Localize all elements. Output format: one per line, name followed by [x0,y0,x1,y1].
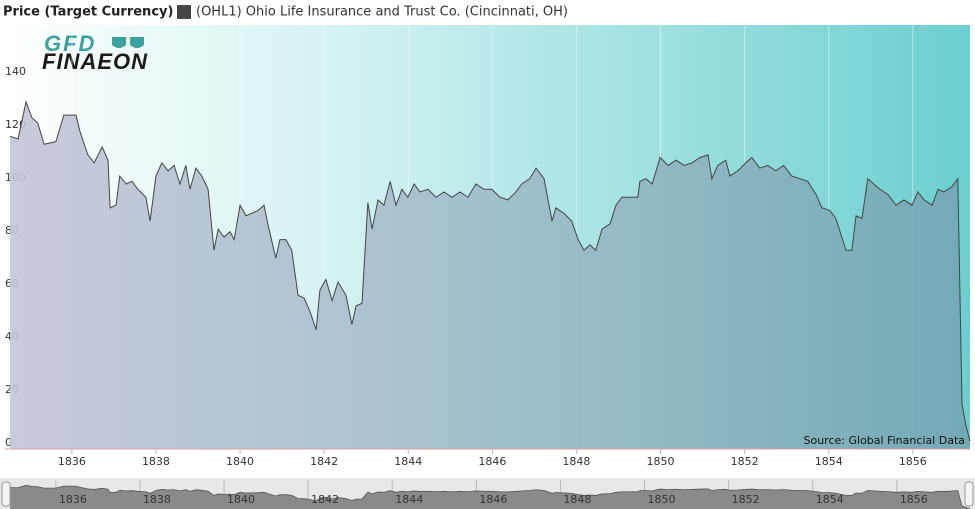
navigator-tick-label: 1846 [479,493,507,506]
navigator-tick-label: 1838 [143,493,171,506]
navigator-tick-label: 1844 [395,493,423,506]
line [9,100,971,442]
navigator-tick-label: 1836 [59,493,87,506]
x-tick-label: 1846 [478,455,506,468]
navigator-tick-label: 1848 [563,493,591,506]
logo-top: GFD [44,31,96,56]
x-tick-label: 1838 [142,455,170,468]
logo-bottom: FINAEON [42,49,148,74]
x-tick-label: 1856 [899,455,927,468]
x-tick-label: 1836 [58,455,86,468]
x-tick-label: 1842 [310,455,338,468]
legend-swatch[interactable] [177,5,191,19]
navigator-tick-label: 1852 [732,493,760,506]
y-tick-label: 140 [5,65,26,78]
y-tick-label: 0 [5,436,12,449]
navigator-handle[interactable] [964,481,974,507]
x-tick-label: 1850 [647,455,675,468]
x-tick-label: 1848 [562,455,590,468]
navigator-tick-label: 1840 [227,493,255,506]
legend-label[interactable]: (OHL1) Ohio Life Insurance and Trust Co.… [196,5,568,20]
x-tick-label: 1840 [226,455,254,468]
navigator-handle[interactable] [1,481,11,507]
area [10,101,971,449]
navigator-area [10,485,971,509]
logo-icon [112,37,144,48]
navigator-tick-label: 1842 [311,493,339,506]
navigator-tick-label: 1856 [900,493,928,506]
x-tick-label: 1852 [731,455,759,468]
x-tick-label: 1854 [815,455,843,468]
navigator-tick-label: 1854 [816,493,844,506]
navigator-line [10,484,971,509]
source-note: Source: Global Financial Data [804,434,966,447]
axis-title: Price (Target Currency) [3,5,173,20]
x-tick-label: 1844 [394,455,422,468]
navigator-tick-label: 1850 [648,493,676,506]
